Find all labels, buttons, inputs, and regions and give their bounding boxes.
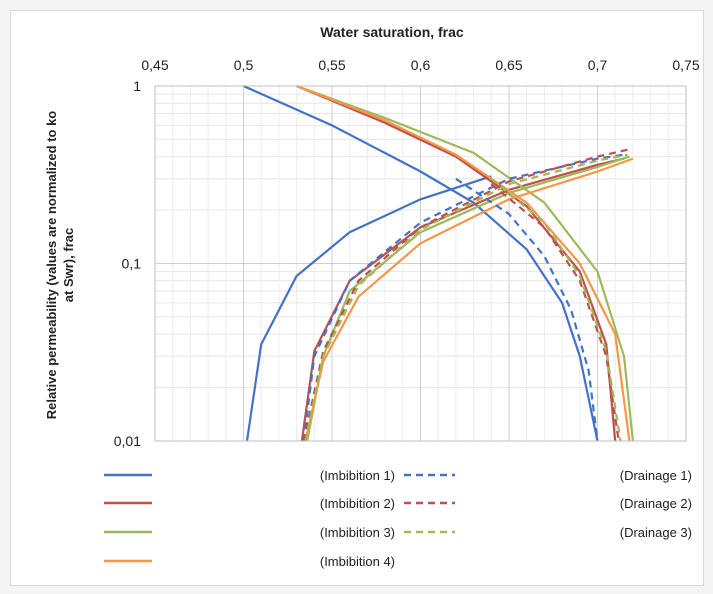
curve-dr3-krw [304, 153, 628, 442]
legend-label: (Imbibition 4) [320, 554, 395, 569]
x-tick-label: 0,75 [672, 57, 699, 73]
curve-dr1-kro [455, 177, 599, 442]
legend-label: (Imbibition 3) [320, 525, 395, 540]
curve-imb2-krw [300, 157, 625, 442]
y-axis-title-line2: at Swr), frac [61, 228, 76, 302]
curve-imb1-kro [243, 84, 599, 442]
legend-label: (Imbibition 1) [320, 468, 395, 483]
y-tick-label: 1 [133, 78, 141, 94]
y-tick-label: 0,01 [114, 433, 141, 449]
legend-label-right: (Drainage 1) [620, 468, 692, 483]
curve-imb4-kro [296, 84, 631, 442]
curve-imb4-krw [304, 157, 634, 442]
grid [154, 85, 687, 442]
curve-dr1-krw [302, 153, 625, 442]
curve-dr2-kro [490, 183, 620, 442]
legend-label-right: (Drainage 3) [620, 525, 692, 540]
x-axis-title: Water saturation, frac [320, 24, 464, 40]
x-tick-label: 0,65 [495, 57, 522, 73]
legend: (Imbibition 1) (Drainage 1) (Imbibition 2)… [104, 468, 692, 569]
curve-imb2-kro [296, 84, 617, 442]
x-tick-label: 0,6 [411, 57, 431, 73]
curve-imb3-kro [296, 84, 634, 442]
x-tick-label: 0,7 [588, 57, 608, 73]
series-group [243, 84, 634, 442]
y-tick-label: 0,1 [122, 256, 142, 272]
legend-label: (Imbibition 2) [320, 496, 395, 511]
curve-dr2-krw [302, 148, 630, 442]
curve-dr3-kro [490, 177, 622, 442]
y-axis-title-line1: Relative permeability (values are normal… [44, 111, 59, 420]
legend-label-right: (Drainage 2) [620, 496, 692, 511]
x-tick-label: 0,45 [141, 57, 168, 73]
x-tick-label: 0,55 [318, 57, 345, 73]
plot-area-border [154, 85, 687, 442]
x-tick-label: 0,5 [234, 57, 254, 73]
curve-imb1-krw [245, 175, 492, 442]
axes: 0,45 0,5 0,55 0,6 0,65 0,7 0,75 0,01 0,1 1 [114, 57, 700, 449]
